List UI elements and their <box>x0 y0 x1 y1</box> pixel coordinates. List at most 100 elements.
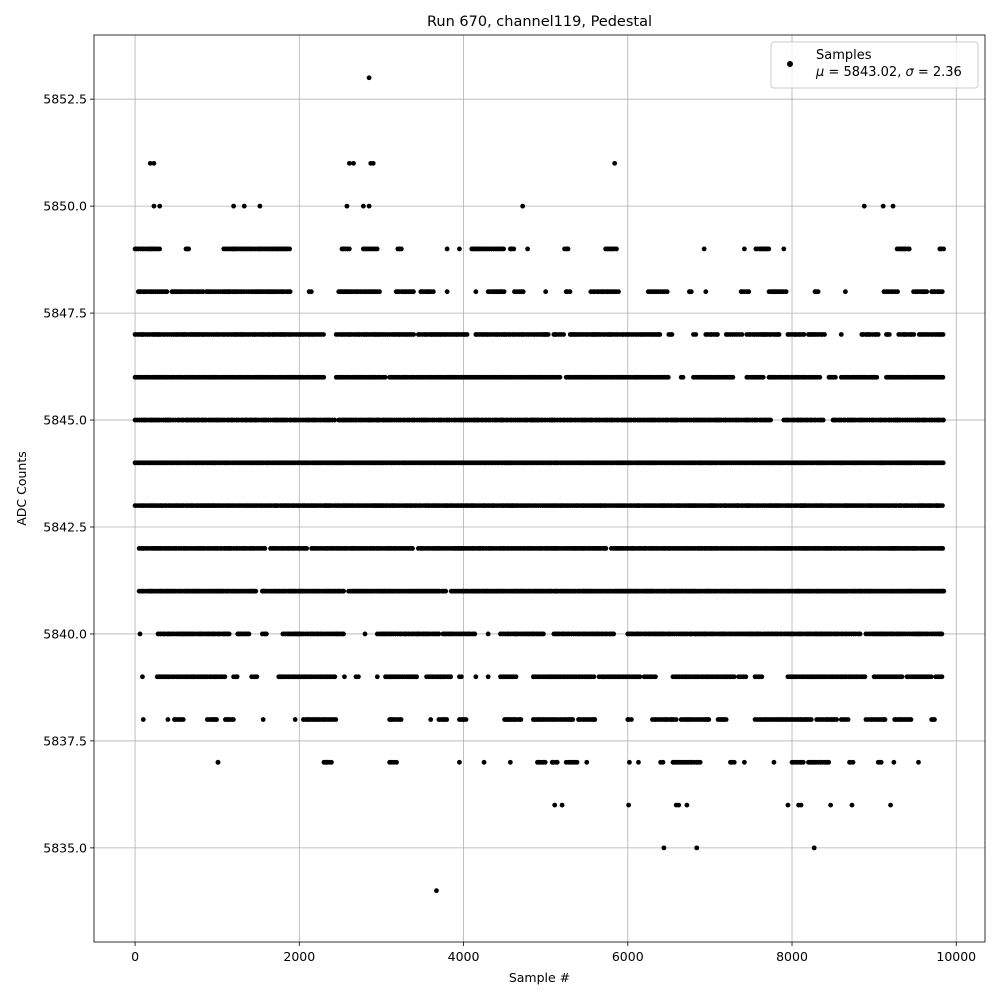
data-point <box>940 460 946 466</box>
data-point <box>430 289 436 295</box>
x-tick-label: 8000 <box>776 949 808 964</box>
data-point <box>428 717 434 722</box>
data-point <box>616 289 621 295</box>
data-point <box>715 332 720 337</box>
data-point <box>838 332 844 337</box>
data-point <box>661 845 667 851</box>
data-point <box>570 717 576 722</box>
data-point <box>567 289 573 295</box>
data-point <box>157 203 163 209</box>
data-point <box>525 246 530 252</box>
data-point <box>703 289 709 295</box>
data-point <box>346 160 352 166</box>
data-point <box>665 374 671 380</box>
data-point <box>230 717 236 722</box>
data-point <box>501 246 507 252</box>
data-point <box>329 759 334 765</box>
data-point <box>222 674 228 680</box>
legend-sigma-value: = 2.36 <box>914 65 962 80</box>
y-tick-label: 5847.5 <box>43 306 87 321</box>
data-point <box>940 332 946 337</box>
data-point <box>760 374 766 380</box>
data-point <box>783 289 789 295</box>
data-point <box>680 374 686 380</box>
data-point <box>660 759 666 765</box>
data-point <box>857 631 863 637</box>
data-point <box>880 203 886 209</box>
x-tick-label: 4000 <box>448 949 480 964</box>
data-point <box>591 674 597 680</box>
data-point <box>377 289 382 295</box>
data-point <box>911 332 917 337</box>
data-point <box>541 631 546 637</box>
data-point <box>849 802 855 808</box>
data-point <box>664 289 670 295</box>
data-point <box>333 717 339 722</box>
data-point <box>684 802 690 808</box>
data-point <box>554 759 560 765</box>
data-point <box>472 631 478 637</box>
data-point <box>411 289 416 295</box>
data-point <box>360 203 366 209</box>
data-point <box>542 759 548 765</box>
data-point <box>346 246 352 252</box>
data-point <box>766 246 772 252</box>
data-point <box>241 203 247 209</box>
data-point <box>874 374 880 380</box>
data-point <box>637 674 643 680</box>
data-point <box>292 717 298 722</box>
data-point <box>940 374 946 380</box>
data-point <box>688 289 694 295</box>
data-point <box>464 332 470 337</box>
data-point <box>731 674 737 680</box>
data-point <box>771 759 777 765</box>
axis-ticks: 0 2000 4000 6000 8000 10000 5835.0 5837.5 5840.0… <box>43 92 976 964</box>
data-point <box>875 332 881 337</box>
data-point <box>262 545 268 551</box>
data-point <box>940 545 946 551</box>
data-point <box>394 759 399 765</box>
data-point <box>801 332 807 337</box>
data-point <box>828 802 834 808</box>
data-point <box>565 246 571 252</box>
data-point <box>862 674 868 680</box>
legend: Samples μ = 5843.02, σ = 2.36 <box>770 41 979 89</box>
data-point <box>759 674 765 680</box>
data-point <box>811 845 817 851</box>
data-point <box>382 374 388 380</box>
data-point <box>741 759 747 765</box>
data-point <box>731 759 737 765</box>
data-point <box>941 417 946 423</box>
data-point <box>458 674 464 680</box>
data-point <box>842 289 848 295</box>
data-point <box>832 374 838 380</box>
data-point <box>157 246 163 252</box>
data-point <box>520 289 526 295</box>
data-point <box>701 246 707 252</box>
y-tick-label: 5840.0 <box>43 626 87 641</box>
y-tick-label: 5842.5 <box>43 520 87 535</box>
data-point <box>845 717 851 722</box>
y-tick-label: 5845.0 <box>43 413 87 428</box>
data-point <box>834 717 840 722</box>
data-point <box>186 246 192 252</box>
data-point <box>411 332 417 337</box>
data-point <box>501 289 507 295</box>
data-point <box>263 631 269 637</box>
x-axis-label: Sample # <box>509 970 570 985</box>
data-point <box>356 674 361 680</box>
data-point <box>457 759 462 765</box>
data-point <box>304 545 310 551</box>
data-point <box>507 759 513 765</box>
data-point <box>374 674 380 680</box>
data-point <box>410 545 415 551</box>
data-point <box>518 717 524 722</box>
y-tick-label: 5835.0 <box>43 840 87 855</box>
x-tick-label: 0 <box>131 949 139 964</box>
data-point <box>511 246 517 252</box>
data-point <box>485 631 491 637</box>
data-point <box>151 160 157 166</box>
data-point <box>398 717 404 722</box>
data-point <box>940 503 945 509</box>
